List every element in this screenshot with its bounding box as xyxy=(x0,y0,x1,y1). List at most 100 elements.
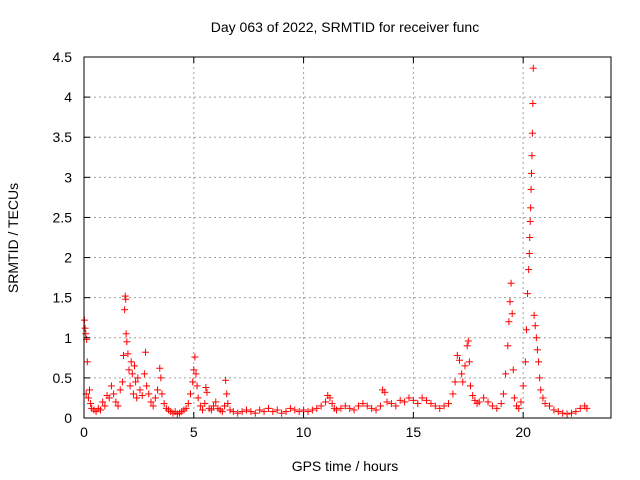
data-point xyxy=(350,406,358,414)
data-point xyxy=(125,366,133,374)
data-point xyxy=(451,378,459,386)
data-point xyxy=(529,64,537,72)
data-point xyxy=(576,404,584,412)
data-point xyxy=(528,129,536,137)
data-point xyxy=(519,382,527,390)
data-point xyxy=(192,370,200,378)
y-tick-label: 4.5 xyxy=(53,49,73,65)
data-point xyxy=(572,408,580,416)
data-point xyxy=(401,398,409,406)
data-point xyxy=(508,310,516,318)
data-point xyxy=(96,406,104,414)
data-point xyxy=(461,362,469,370)
data-point xyxy=(515,404,523,412)
data-point xyxy=(151,394,159,402)
data-point xyxy=(563,410,571,418)
data-point xyxy=(308,406,316,414)
y-tick-label: 1 xyxy=(64,330,72,346)
data-point xyxy=(99,398,107,406)
data-point xyxy=(372,406,380,414)
data-point xyxy=(488,402,496,410)
data-point xyxy=(218,408,226,416)
data-point xyxy=(363,402,371,410)
data-point xyxy=(184,400,192,408)
data-point xyxy=(453,351,461,359)
axis-ticks xyxy=(83,56,611,419)
data-point xyxy=(264,404,272,412)
data-point xyxy=(475,398,483,406)
data-point xyxy=(212,398,220,406)
data-point xyxy=(122,295,130,303)
data-point xyxy=(143,382,151,390)
data-point xyxy=(510,394,518,402)
data-point xyxy=(222,376,230,384)
data-point xyxy=(105,394,113,402)
data-point xyxy=(541,400,549,408)
data-point xyxy=(459,378,467,386)
data-point xyxy=(147,398,155,406)
data-point xyxy=(190,366,198,374)
data-point xyxy=(229,408,237,416)
y-tick-label: 2 xyxy=(64,250,72,266)
data-point xyxy=(202,384,210,392)
data-point xyxy=(532,334,540,342)
data-point xyxy=(455,356,463,364)
data-point xyxy=(392,402,400,410)
data-point xyxy=(121,306,129,314)
data-point xyxy=(234,409,242,417)
data-point xyxy=(157,374,165,382)
data-point xyxy=(507,279,515,287)
data-point xyxy=(427,400,435,408)
x-tick-label: 0 xyxy=(80,424,88,440)
data-point xyxy=(368,404,376,412)
data-point xyxy=(278,409,286,417)
data-point xyxy=(101,402,109,410)
data-point xyxy=(536,374,544,382)
data-point xyxy=(537,386,545,394)
data-point xyxy=(517,398,525,406)
data-point xyxy=(82,330,90,338)
data-point xyxy=(182,404,190,412)
data-point xyxy=(201,400,209,408)
x-tick-label: 5 xyxy=(190,424,198,440)
data-points xyxy=(80,64,591,418)
data-point xyxy=(409,396,417,404)
data-point xyxy=(505,318,513,326)
data-point xyxy=(107,382,115,390)
data-point xyxy=(506,298,514,306)
data-point xyxy=(463,342,471,350)
data-point xyxy=(114,402,122,410)
data-point xyxy=(559,409,567,417)
data-point xyxy=(84,394,92,402)
data-point xyxy=(224,400,232,408)
data-point xyxy=(527,204,535,212)
data-point xyxy=(484,398,492,406)
data-point xyxy=(383,398,391,406)
x-axis-label: GPS time / hours xyxy=(292,458,399,474)
data-point xyxy=(87,400,95,408)
data-point xyxy=(346,404,354,412)
data-point xyxy=(522,326,530,334)
data-point xyxy=(260,408,268,416)
data-point xyxy=(465,358,473,366)
data-point xyxy=(154,386,162,394)
x-tick-labels: 0 5 10 15 20 xyxy=(80,424,531,440)
data-point xyxy=(539,394,547,402)
data-point xyxy=(341,402,349,410)
data-point xyxy=(194,394,202,402)
data-point xyxy=(526,217,534,225)
y-tick-label: 4 xyxy=(64,89,72,105)
data-point xyxy=(449,390,457,398)
y-tick-label: 3 xyxy=(64,169,72,185)
data-point xyxy=(123,338,131,346)
data-point xyxy=(85,386,93,394)
y-axis-label: SRMTID / TECUs xyxy=(5,183,21,293)
data-point xyxy=(132,378,140,386)
data-point xyxy=(376,402,384,410)
data-point xyxy=(387,400,395,408)
y-tick-labels: 0 0.5 1 1.5 2 2.5 3 3.5 4 4.5 xyxy=(53,49,73,426)
data-point xyxy=(273,406,281,414)
data-point xyxy=(138,392,146,400)
data-point xyxy=(531,322,539,330)
data-point xyxy=(112,398,120,406)
